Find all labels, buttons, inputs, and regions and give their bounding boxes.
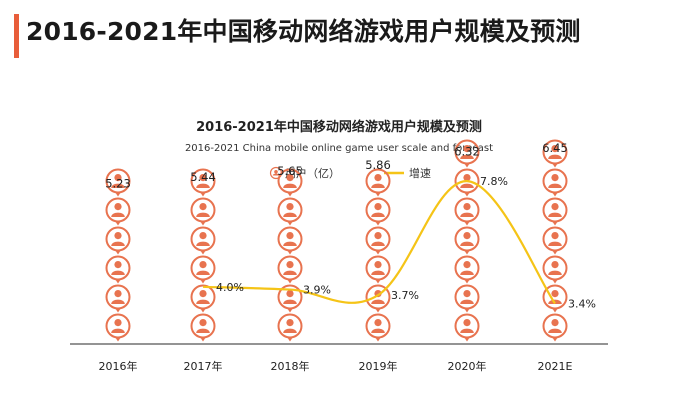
user-avatar-icon bbox=[365, 168, 391, 198]
chart-title: 2016-2021年中国移动网络游戏用户规模及预测 bbox=[196, 119, 482, 135]
chart-subtitle: 2016-2021 China mobile online game user … bbox=[185, 143, 493, 154]
x-tick-label: 2018年 bbox=[271, 359, 310, 373]
user-avatar-icon bbox=[190, 284, 216, 314]
bar-value-label: 6.45 bbox=[542, 141, 568, 155]
user-avatar-icon bbox=[277, 313, 303, 343]
x-tick-label: 2019年 bbox=[359, 359, 398, 373]
legend: 用户（亿） 增速 bbox=[269, 166, 431, 180]
user-avatar-icon bbox=[542, 226, 568, 256]
growth-value-label: 3.4% bbox=[568, 297, 596, 310]
growth-value-label: 4.0% bbox=[216, 281, 244, 294]
x-tick-label: 2020年 bbox=[448, 359, 487, 373]
user-avatar-icon bbox=[190, 226, 216, 256]
user-avatar-icon bbox=[542, 197, 568, 227]
user-avatar-icon bbox=[105, 284, 131, 314]
title-accent-bar bbox=[14, 14, 19, 58]
user-avatar-icon bbox=[190, 255, 216, 285]
user-avatar-icon bbox=[105, 197, 131, 227]
user-avatar-icon bbox=[105, 226, 131, 256]
user-avatar-icon bbox=[190, 197, 216, 227]
growth-line bbox=[202, 180, 556, 305]
user-avatar-icon bbox=[454, 313, 480, 343]
growth-value-label: 7.8% bbox=[480, 175, 508, 188]
user-avatar-icon bbox=[454, 197, 480, 227]
user-avatar-icon bbox=[365, 197, 391, 227]
page-title: 2016-2021年中国移动网络游戏用户规模及预测 bbox=[26, 17, 581, 46]
x-tick-label: 2021E bbox=[538, 360, 573, 373]
user-avatar-icon bbox=[365, 313, 391, 343]
user-avatar-icon bbox=[454, 255, 480, 285]
user-avatar-icon bbox=[454, 226, 480, 256]
user-avatar-icon bbox=[190, 313, 216, 343]
growth-value-label: 3.7% bbox=[391, 289, 419, 302]
growth-value-label: 3.9% bbox=[303, 284, 331, 297]
user-avatar-icon bbox=[542, 168, 568, 198]
user-avatar-icon bbox=[542, 255, 568, 285]
bar-value-label: 5.65 bbox=[277, 164, 303, 178]
user-avatar-icon bbox=[277, 226, 303, 256]
user-avatar-icon bbox=[277, 197, 303, 227]
user-avatar-icon bbox=[105, 255, 131, 285]
x-tick-label: 2017年 bbox=[184, 359, 223, 373]
user-avatar-icon bbox=[365, 226, 391, 256]
bar-value-label: 5.86 bbox=[365, 158, 391, 172]
user-avatar-icon bbox=[277, 255, 303, 285]
user-avatar-icon bbox=[542, 313, 568, 343]
bar-value-label: 5.44 bbox=[190, 170, 216, 184]
plot-area: 2016年 2017年 2018年 2019年 2020年 2021E 5.23 5.44 5.… bbox=[70, 139, 608, 373]
user-avatar-icon bbox=[454, 284, 480, 314]
bar-value-label: 5.23 bbox=[105, 176, 131, 190]
bar-value-label: 6.32 bbox=[454, 145, 480, 159]
user-avatar-icon bbox=[365, 255, 391, 285]
x-tick-label: 2016年 bbox=[99, 359, 138, 373]
legend-growth-label: 增速 bbox=[409, 166, 431, 180]
user-avatar-icon bbox=[105, 313, 131, 343]
legend-users-label: 用户（亿） bbox=[285, 166, 340, 180]
